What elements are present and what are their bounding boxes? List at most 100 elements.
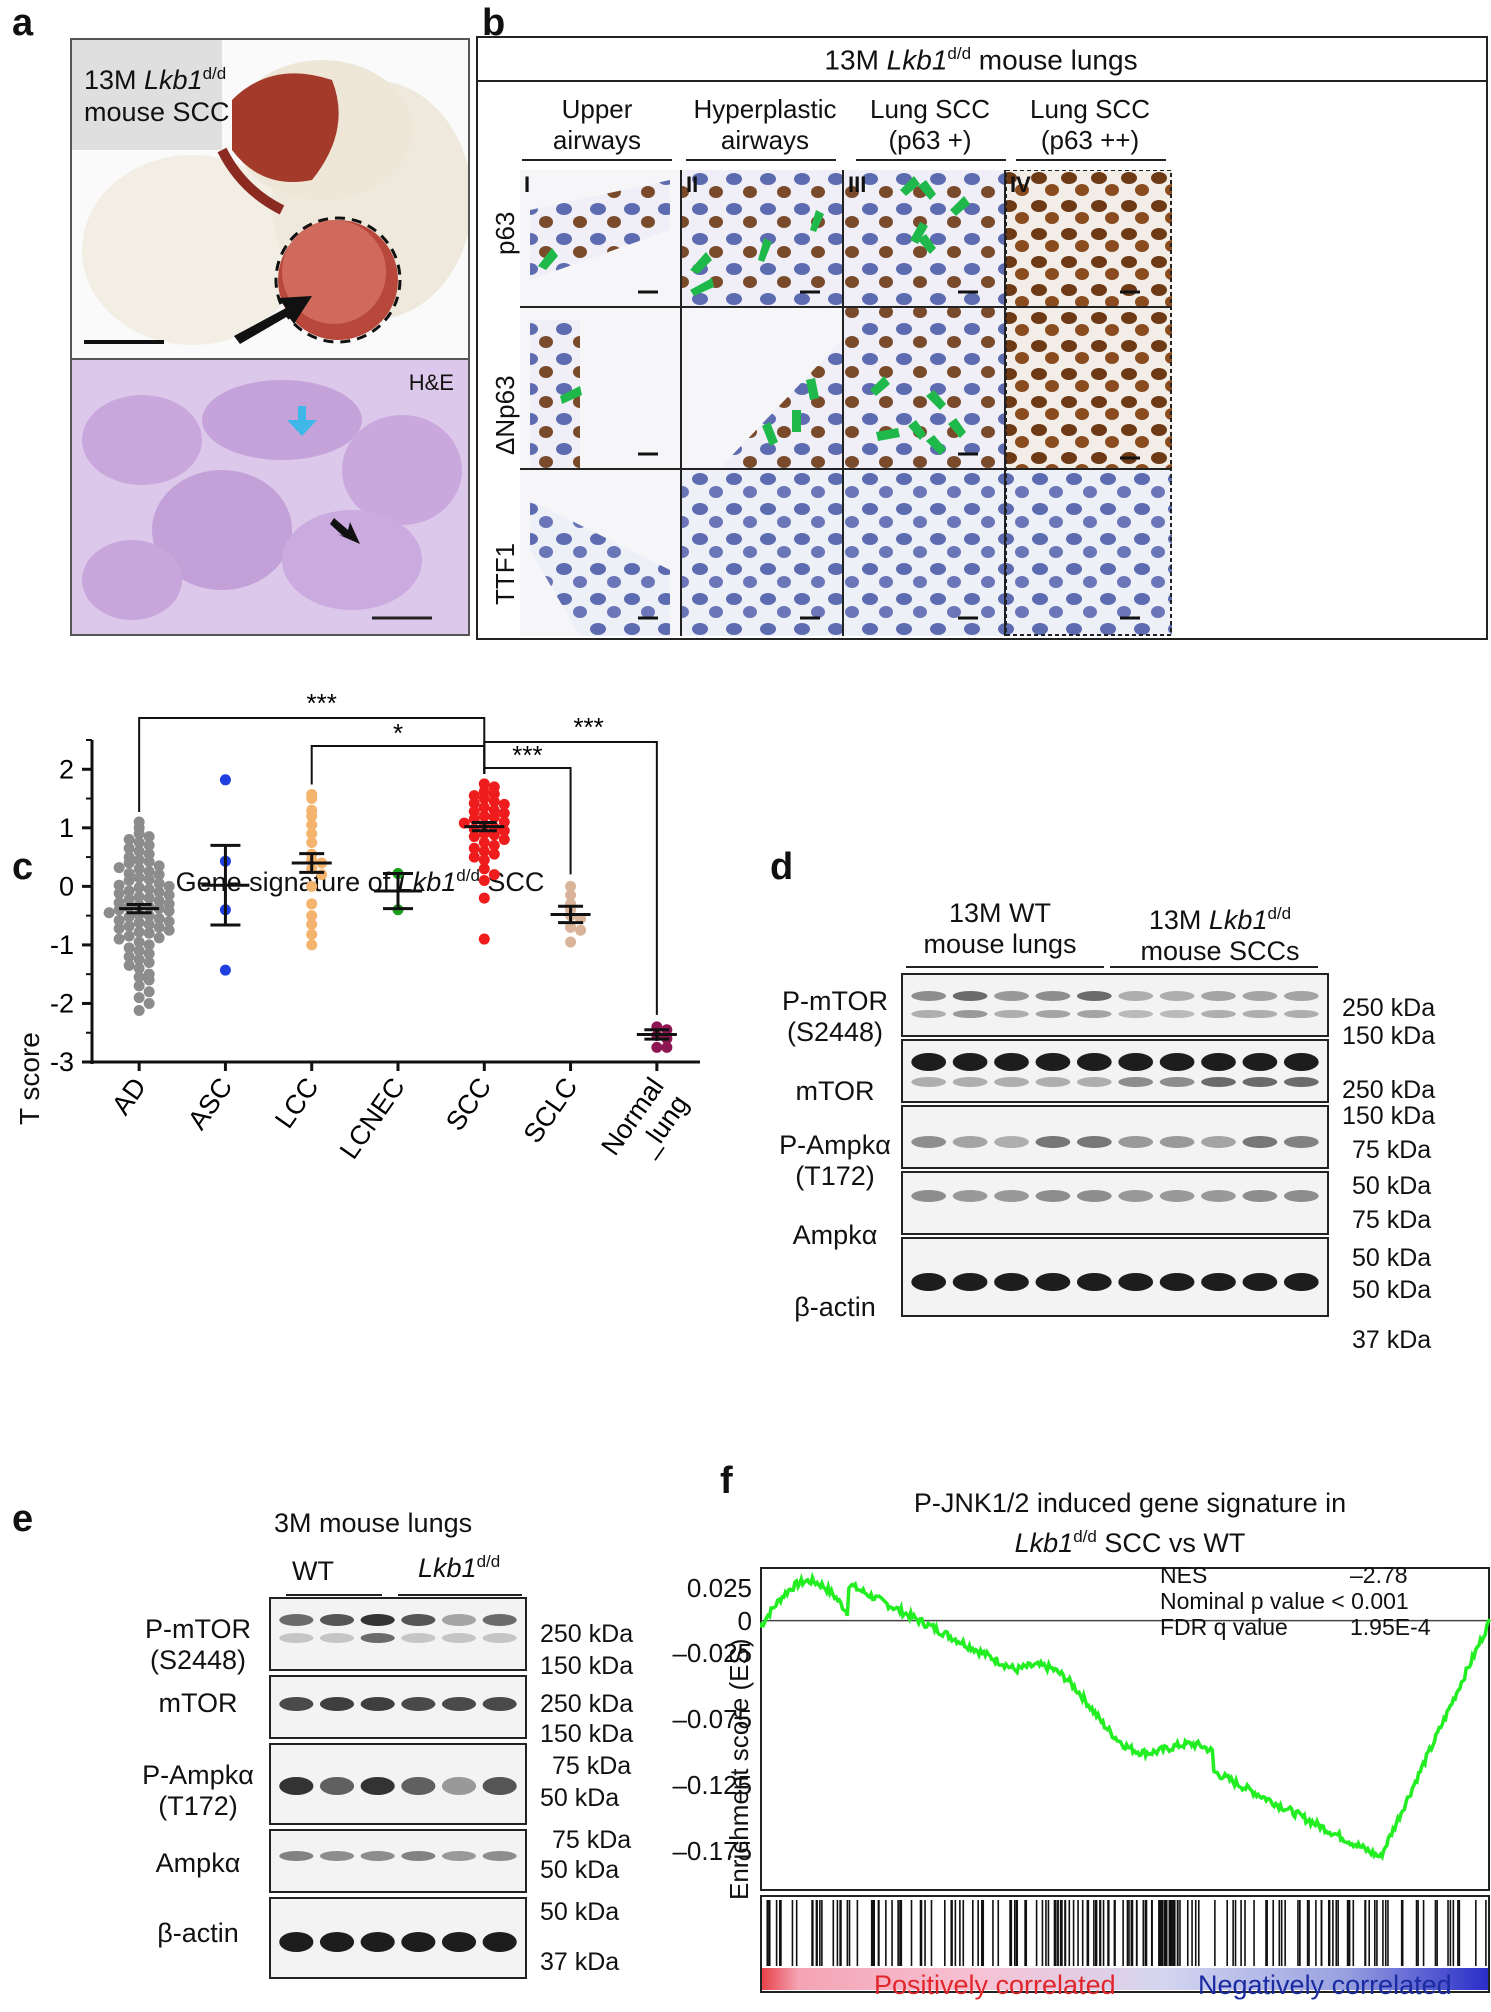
data-point-ad [133,836,145,848]
blot-strip [901,1039,1329,1103]
data-point-ad [123,920,135,932]
blot-band [1283,991,1319,1001]
data-point-ad [113,862,125,874]
ihc-row-label-dnp63: ΔNp63 [490,375,520,455]
data-point-ad [143,927,155,939]
blot-band [441,1614,477,1626]
data-point-normal_lung [651,1041,663,1053]
blot-d-group1-label: 13M WT mouse lungs [923,898,1077,959]
blot-band [994,1190,1029,1202]
data-point-scc [478,778,490,790]
x-category-label: AD [106,1072,152,1120]
blot-e-group2-line [398,1594,522,1596]
blot-band [994,1010,1029,1018]
data-point-normal_lung [651,1021,663,1033]
blot-band [1201,1077,1236,1087]
data-point-scc [468,851,480,863]
blot-e-kda-1a: 250 kDa [540,1620,634,1648]
blot-band [1035,1010,1071,1018]
blot-band [1076,1190,1112,1202]
data-point-ad [143,848,155,860]
ihc-roman-3: III [848,172,867,197]
blot-d-kda-3a: 75 kDa [1352,1136,1432,1164]
data-point-ad [143,956,155,968]
blot-band [1283,1010,1319,1018]
blot-band [1076,1077,1112,1087]
x-category-label: ASC [182,1072,238,1135]
x-category-label-line: ASC [182,1072,238,1135]
data-point-ad [143,918,155,930]
data-point-lcc [306,910,318,922]
ihc-row-label-p63: p63 [490,211,520,255]
blot-band [952,991,988,1001]
data-point-scc [468,842,480,854]
blot-band [319,1614,355,1626]
data-point-ad [123,851,135,863]
data-point-scc [478,845,490,857]
blot-e-kda-2b: 150 kDa [540,1720,634,1748]
blot-band [1242,1136,1278,1148]
blot-band [1201,1053,1236,1071]
blot-band [1035,1273,1071,1291]
ihc-col-underline-1 [522,159,672,161]
data-point-ad [143,910,155,922]
x-category-label: Normal_lung [595,1072,694,1178]
blot-band [1242,1077,1278,1087]
data-point-ad [133,899,145,911]
significance-bracket [310,745,486,785]
blot-band [952,1010,988,1018]
blot-e-label-actin: β-actin [157,1918,239,1948]
data-point-ad [133,828,145,840]
gsea-y-tick-label: 0.025 [686,1572,752,1603]
blot-band [1201,1190,1236,1202]
blot-band [1283,1077,1319,1087]
blot-d-kda-1a: 250 kDa [1342,994,1436,1022]
blot-band [1283,1190,1319,1202]
blot-band [279,1777,314,1795]
y-tick-label: -2 [50,988,74,1018]
data-point-ad [163,924,175,936]
data-point-ad [143,948,155,960]
data-point-ad [133,917,145,929]
data-point-ad [133,845,145,857]
blot-e-kda-3b: 50 kDa [540,1784,620,1812]
blot-band [911,991,947,1001]
gsea-stat-nes: NES –2.78 [1160,1562,1408,1588]
significance-label: * [393,718,403,748]
data-point-asc [219,774,231,786]
panel-label-f: f [720,1460,733,1502]
blot-d-kda-5a: 50 kDa [1352,1276,1432,1304]
blot-strip [269,1897,527,1979]
data-point-normal_lung [661,1041,673,1053]
blot-band [1201,991,1236,1001]
blot-band [994,1053,1029,1071]
gsea-es-curve [758,1571,1491,1862]
blot-e-title: 3M mouse lungs [274,1508,473,1538]
gsea-y-tick-label: –0.075 [672,1704,752,1735]
data-point-lcc [306,848,318,860]
data-point-ad [123,901,135,913]
blot-band [441,1697,477,1711]
panel-label-b: b [482,2,506,44]
blot-band [1242,991,1278,1001]
gsea-left-caption: Positively correlated [874,1970,1116,2000]
data-point-scc [498,834,510,846]
data-point-ad [153,903,165,915]
data-point-ad [123,834,135,846]
x-category-label: SCC [440,1072,497,1136]
data-point-ad [143,997,155,1009]
blot-band [1076,1010,1112,1018]
blot-band [994,1136,1029,1148]
ihc-title-divider [476,80,1486,82]
blot-band [911,1077,947,1087]
data-point-scc [478,793,490,805]
data-point-lcc [306,810,318,822]
gsea-stat-pvalue: Nominal p value < 0.001 [1160,1588,1409,1614]
data-point-ad [153,913,165,925]
data-point-ad [143,839,155,851]
mouse-lung-photo: 13M Lkb1d/d mouse SCC [70,38,470,360]
data-point-lcc [306,836,318,848]
data-point-ad [133,854,145,866]
blot-band [1242,1190,1278,1202]
data-point-sclc [565,910,577,922]
